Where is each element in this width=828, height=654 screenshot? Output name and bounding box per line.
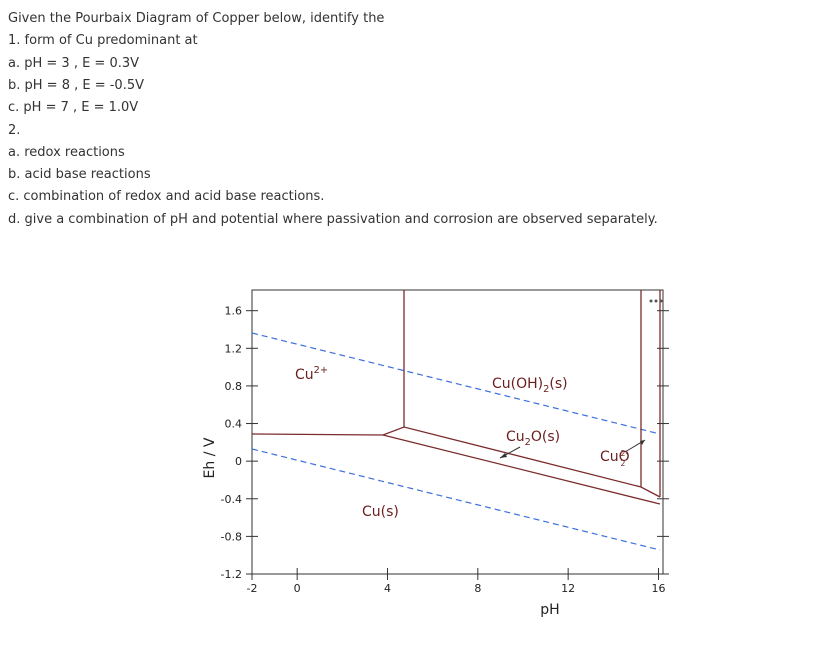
x-tick-label: 4 [384, 582, 391, 595]
question-line: b. acid base reactions [8, 167, 151, 183]
label-text: Cu(OH) [492, 376, 543, 392]
y-axis-label: Eh / V [202, 437, 218, 478]
label-sup: 2+ [314, 365, 328, 376]
y-tick-label: -0.8 [221, 530, 242, 543]
x-axis-label: pH [540, 602, 559, 618]
region-label: Cu2O(s) [506, 429, 560, 448]
menu-dot [649, 299, 653, 303]
y-tick-label: 1.2 [225, 342, 243, 355]
label-sub: 2 [543, 384, 549, 395]
region-label: Cu(OH)2(s) [492, 376, 568, 395]
question-line: b. pH = 8 , E = -0.5V [8, 77, 144, 93]
water-reduction-line [251, 448, 661, 551]
y-tick-label: 1.6 [225, 305, 243, 318]
menu-dot [659, 299, 663, 303]
plot-frame [251, 289, 664, 575]
label-tail: O(s) [531, 429, 560, 445]
label-sub: 2 [525, 437, 531, 448]
label-sub: 2 [620, 459, 625, 468]
y-tick-label: -0.4 [221, 493, 242, 506]
label-text: Cu [295, 367, 314, 383]
region-label: CuO2-2 [600, 449, 630, 468]
arrowhead [500, 453, 507, 458]
question-line: c. combination of redox and acid base re… [8, 189, 325, 205]
question-line: a. pH = 3 , E = 0.3V [8, 55, 140, 71]
x-tick-label: -2 [247, 582, 258, 595]
label-text: Cu [506, 429, 525, 445]
x-tick-label: 16 [651, 582, 665, 595]
label-text: CuO [600, 449, 630, 465]
x-tick-label: 0 [294, 582, 301, 595]
y-tick-label: -1.2 [221, 568, 242, 581]
arrowhead [640, 440, 645, 445]
question-line: c. pH = 7 , E = 1.0V [8, 100, 139, 116]
region-label: Cu2+ [295, 365, 328, 383]
question-line: a. redox reactions [8, 144, 125, 160]
x-tick-label: 12 [561, 582, 575, 595]
water-oxidation-line [251, 332, 661, 435]
question-line: 1. form of Cu predominant at [8, 33, 198, 49]
y-tick-label: 0.4 [225, 418, 243, 431]
boundary [382, 434, 661, 505]
region-label: Cu(s) [362, 504, 399, 520]
y-tick-label: 0 [235, 455, 242, 468]
question-line: 2. [8, 122, 21, 138]
label-tail: (s) [549, 376, 567, 392]
menu-dot [654, 299, 658, 303]
label-sup: 2- [620, 449, 628, 458]
y-tick-label: 0.8 [225, 380, 243, 393]
x-tick-label: 8 [474, 582, 481, 595]
boundary [251, 426, 661, 498]
question-line: d. give a combination of pH and potentia… [8, 211, 658, 227]
label-text: Cu(s) [362, 504, 399, 520]
question-line: Given the Pourbaix Diagram of Copper bel… [8, 11, 385, 26]
